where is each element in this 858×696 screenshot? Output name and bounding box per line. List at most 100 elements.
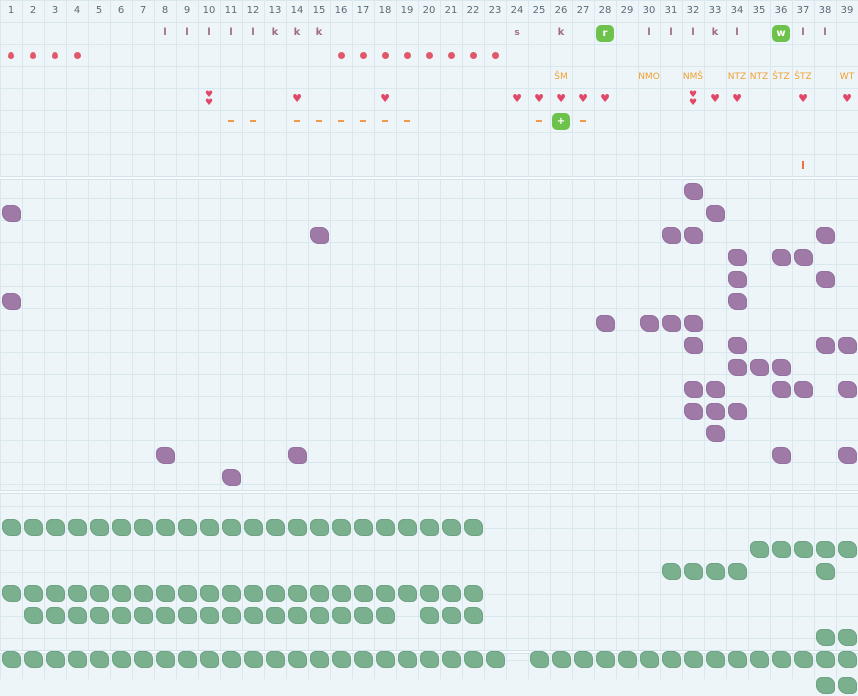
- purple-block[interactable]: [0, 202, 22, 224]
- dash-mark[interactable]: [572, 110, 594, 132]
- green-block[interactable]: [0, 516, 22, 538]
- dash-mark[interactable]: [242, 110, 264, 132]
- green-block[interactable]: [484, 648, 506, 670]
- heart-icon[interactable]: ♥: [600, 92, 610, 105]
- green-block[interactable]: [352, 648, 374, 670]
- dash-mark[interactable]: [528, 110, 550, 132]
- green-block[interactable]: [22, 604, 44, 626]
- dot-icon[interactable]: [418, 44, 440, 66]
- green-block[interactable]: [110, 604, 132, 626]
- heart-icon[interactable]: ♥: [732, 92, 742, 105]
- green-block[interactable]: [198, 582, 220, 604]
- purple-block[interactable]: [638, 312, 660, 334]
- day-letter-mark[interactable]: s: [514, 28, 520, 38]
- dash-mark[interactable]: [220, 110, 242, 132]
- green-block[interactable]: [286, 582, 308, 604]
- green-block[interactable]: [616, 648, 638, 670]
- green-block[interactable]: [462, 516, 484, 538]
- purple-block[interactable]: [792, 378, 814, 400]
- code-label[interactable]: NTZ: [727, 72, 747, 82]
- purple-block[interactable]: [286, 444, 308, 466]
- purple-block[interactable]: [726, 246, 748, 268]
- green-block[interactable]: [154, 604, 176, 626]
- green-block[interactable]: [242, 582, 264, 604]
- green-block[interactable]: [748, 648, 770, 670]
- green-block[interactable]: [528, 648, 550, 670]
- green-block[interactable]: [308, 648, 330, 670]
- purple-block[interactable]: [770, 246, 792, 268]
- purple-block[interactable]: [682, 312, 704, 334]
- purple-block[interactable]: [154, 444, 176, 466]
- green-block[interactable]: [198, 516, 220, 538]
- day-letter-mark[interactable]: l: [669, 27, 673, 38]
- heart-icon[interactable]: ♥: [512, 92, 522, 105]
- green-block[interactable]: [110, 516, 132, 538]
- double-heart-icon[interactable]: ♥ ♥: [204, 90, 214, 108]
- green-block[interactable]: [396, 582, 418, 604]
- green-block[interactable]: [0, 582, 22, 604]
- code-label[interactable]: NMO: [638, 72, 660, 82]
- purple-block[interactable]: [814, 224, 836, 246]
- green-block[interactable]: [836, 538, 858, 560]
- day-letter-mark[interactable]: l: [823, 27, 827, 38]
- heart-icon[interactable]: ♥: [710, 92, 720, 105]
- green-block[interactable]: [220, 648, 242, 670]
- purple-block[interactable]: [308, 224, 330, 246]
- green-block[interactable]: [396, 516, 418, 538]
- day-letter-mark[interactable]: l: [207, 27, 211, 38]
- green-block[interactable]: [264, 648, 286, 670]
- purple-block[interactable]: [726, 290, 748, 312]
- purple-block[interactable]: [770, 378, 792, 400]
- green-block[interactable]: [374, 516, 396, 538]
- day-letter-mark[interactable]: k: [271, 27, 279, 38]
- purple-block[interactable]: [770, 444, 792, 466]
- green-block[interactable]: [550, 648, 572, 670]
- drop-icon[interactable]: [22, 44, 44, 66]
- green-block[interactable]: [682, 648, 704, 670]
- green-block[interactable]: [132, 516, 154, 538]
- green-block[interactable]: [462, 648, 484, 670]
- green-block[interactable]: [660, 560, 682, 582]
- green-block[interactable]: [682, 560, 704, 582]
- green-block[interactable]: [418, 604, 440, 626]
- drop-icon[interactable]: [0, 44, 22, 66]
- green-block[interactable]: [330, 604, 352, 626]
- purple-block[interactable]: [220, 466, 242, 488]
- dash-mark[interactable]: [396, 110, 418, 132]
- green-block[interactable]: [264, 604, 286, 626]
- day-letter-mark[interactable]: l: [163, 27, 167, 38]
- purple-block[interactable]: [726, 356, 748, 378]
- day-letter-mark[interactable]: l: [691, 27, 695, 38]
- green-block[interactable]: [704, 648, 726, 670]
- dot-icon[interactable]: [66, 44, 88, 66]
- day-letter-mark[interactable]: k: [557, 27, 565, 38]
- dot-icon[interactable]: [462, 44, 484, 66]
- code-label[interactable]: ŠM: [554, 72, 568, 82]
- green-block[interactable]: [836, 626, 858, 648]
- purple-block[interactable]: [726, 268, 748, 290]
- green-block[interactable]: [814, 648, 836, 670]
- tick-mark[interactable]: [792, 154, 814, 176]
- green-block[interactable]: [330, 516, 352, 538]
- green-block[interactable]: [814, 538, 836, 560]
- green-block[interactable]: [286, 516, 308, 538]
- green-block[interactable]: [264, 516, 286, 538]
- dot-icon[interactable]: [374, 44, 396, 66]
- green-block[interactable]: [88, 604, 110, 626]
- green-block[interactable]: [66, 516, 88, 538]
- code-label[interactable]: ŠTZ: [772, 72, 790, 82]
- green-block[interactable]: [440, 604, 462, 626]
- green-block[interactable]: [792, 648, 814, 670]
- green-block[interactable]: [176, 604, 198, 626]
- green-block[interactable]: [308, 604, 330, 626]
- green-block[interactable]: [44, 582, 66, 604]
- purple-block[interactable]: [594, 312, 616, 334]
- purple-block[interactable]: [836, 334, 858, 356]
- drop-icon[interactable]: [44, 44, 66, 66]
- double-heart-icon[interactable]: ♥ ♥: [688, 90, 698, 108]
- green-block[interactable]: [176, 582, 198, 604]
- purple-block[interactable]: [704, 422, 726, 444]
- green-block[interactable]: [44, 604, 66, 626]
- green-block[interactable]: [66, 648, 88, 670]
- badge-mark[interactable]: w: [770, 22, 792, 44]
